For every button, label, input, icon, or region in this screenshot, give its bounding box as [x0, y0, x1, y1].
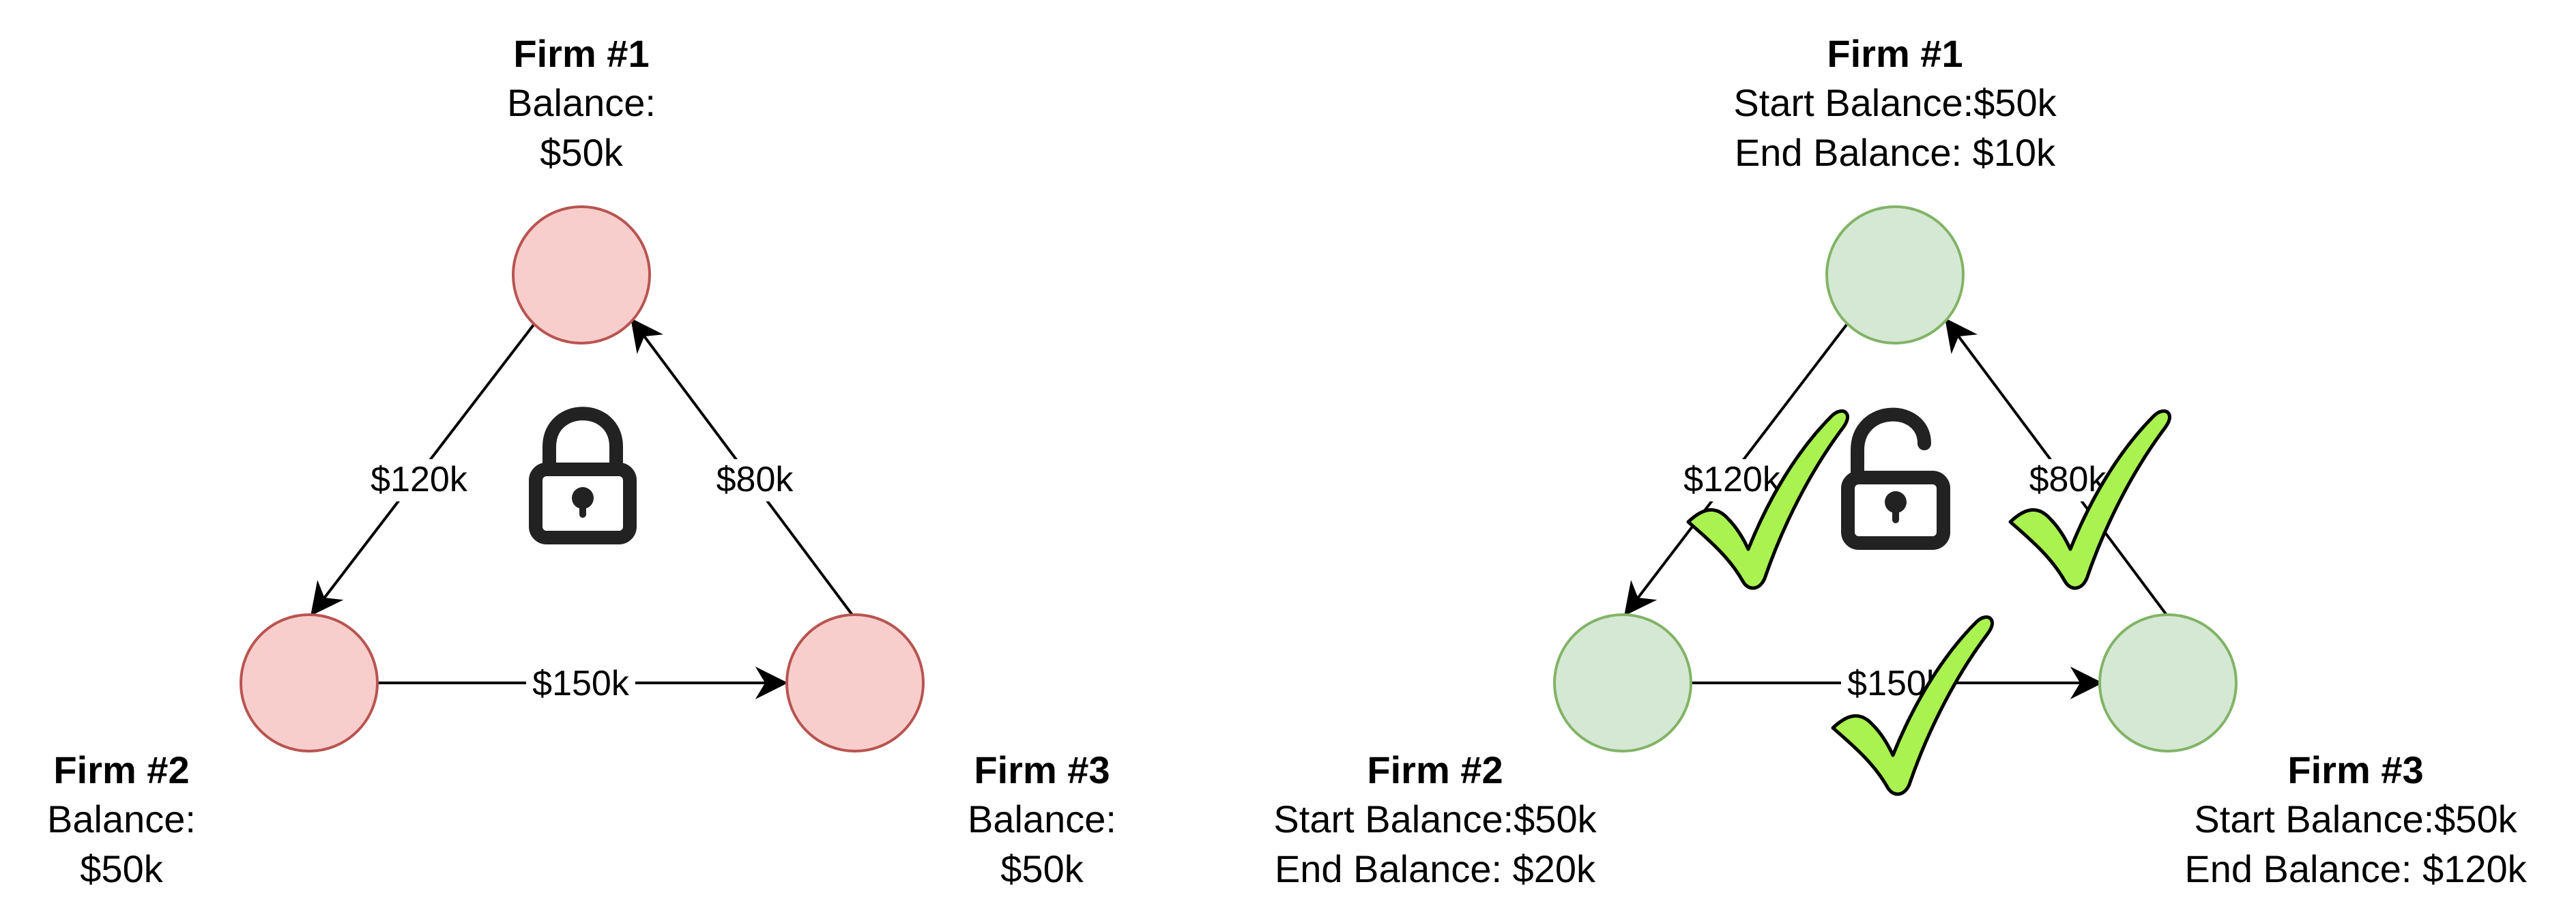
- firm-1-name-settled: Firm #1: [1827, 32, 1963, 75]
- firm-2-name-settled: Firm #2: [1367, 748, 1503, 791]
- firm-1-end-balance: End Balance: $10k: [1735, 131, 2056, 174]
- edge-label-firm2-firm3: $150k: [532, 664, 630, 703]
- firm-3-node: [785, 613, 925, 752]
- firm-1-node: [512, 205, 651, 345]
- firm-1-balance-label: Balance:: [507, 81, 656, 124]
- checkmark-icon: [1831, 615, 1995, 796]
- checkmark-icon: [2008, 409, 2172, 590]
- firm-1-name: Firm #1: [513, 32, 649, 75]
- firm-3-name: Firm #3: [974, 748, 1110, 791]
- firm-1-start-balance: Start Balance:$50k: [1733, 81, 2057, 124]
- edge-label-firm3-firm1: $80k: [717, 460, 794, 499]
- firm-3-end-balance: End Balance: $120k: [2184, 847, 2527, 890]
- left-panel: $120k $80k $150k Firm #1 Balance: $50k F…: [47, 32, 1116, 890]
- firm-3-name-settled: Firm #3: [2287, 748, 2423, 791]
- firm-1-balance-value: $50k: [540, 131, 623, 174]
- firm-3-balance-value: $50k: [1000, 847, 1084, 890]
- locked-padlock-icon: [529, 407, 637, 544]
- firm-1-node-settled: [1825, 205, 1965, 345]
- edge-label-firm1-firm2: $120k: [371, 460, 468, 499]
- checkmark-icon: [1686, 409, 1850, 590]
- firm-3-balance-label: Balance:: [968, 798, 1116, 840]
- firm-2-name: Firm #2: [53, 748, 189, 791]
- firm-2-node: [240, 613, 379, 752]
- firm-2-node-settled: [1553, 613, 1692, 752]
- edge-label-firm1-firm2-settled: $120k: [1683, 460, 1781, 499]
- firm-2-balance-value: $50k: [80, 847, 163, 890]
- firm-2-end-balance: End Balance: $20k: [1275, 847, 1596, 890]
- unlocked-padlock-icon: [1841, 407, 1950, 550]
- firm-3-start-balance: Start Balance:$50k: [2194, 798, 2517, 840]
- firm-2-start-balance: Start Balance:$50k: [1273, 798, 1597, 840]
- firm-3-node-settled: [2098, 613, 2238, 752]
- firm-2-balance-label: Balance:: [47, 798, 196, 840]
- right-panel: $120k $80k $150k Firm #1 Start Balance:$…: [1273, 32, 2527, 890]
- edge-label-firm3-firm1-settled: $80k: [2029, 460, 2107, 499]
